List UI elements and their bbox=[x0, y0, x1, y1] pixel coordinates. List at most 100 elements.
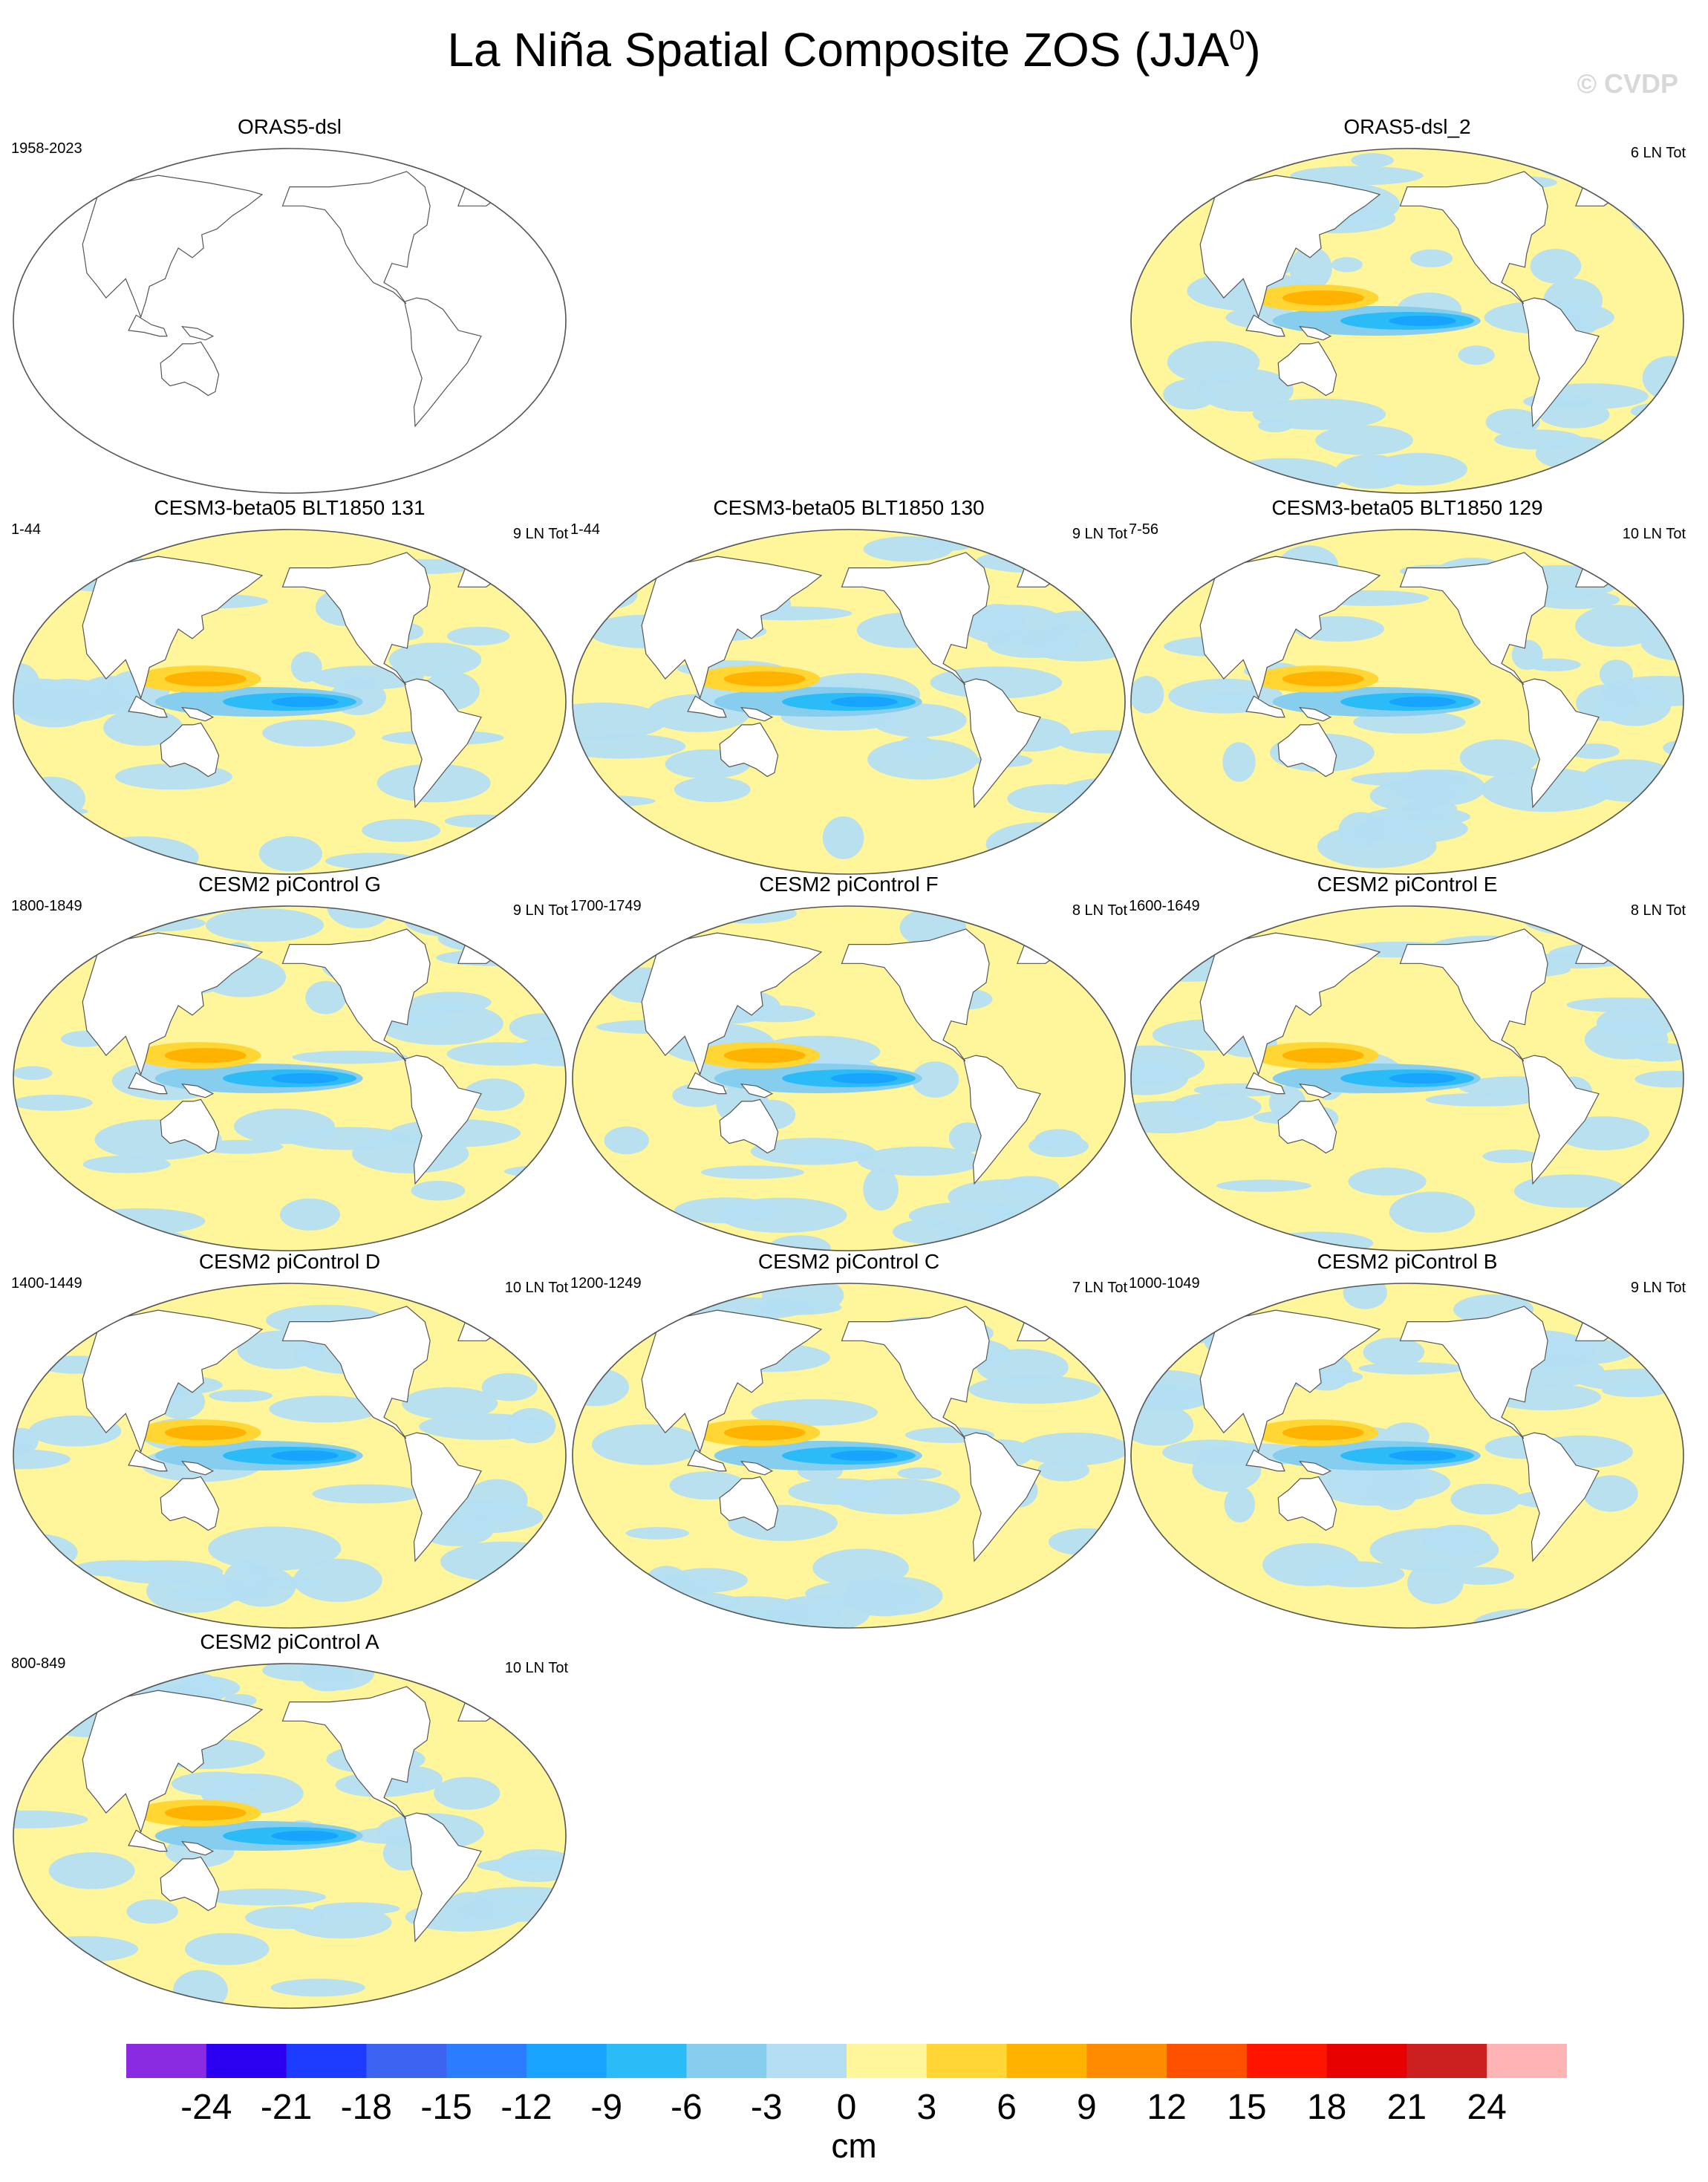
enso-anomaly-band bbox=[723, 1425, 806, 1441]
robinson-map bbox=[13, 1663, 567, 2009]
negative-anomaly-patch bbox=[1582, 1475, 1638, 1512]
negative-anomaly-patch bbox=[1034, 1129, 1082, 1151]
map-panel: CESM2 piControl B 1000-1049 9 LN Tot bbox=[1129, 1250, 1686, 1644]
negative-anomaly-patch bbox=[573, 1190, 607, 1214]
negative-anomaly-patch bbox=[1594, 936, 1683, 962]
robinson-map bbox=[572, 905, 1126, 1251]
continent-outline bbox=[180, 1083, 215, 1098]
negative-anomaly-patch bbox=[1458, 345, 1495, 365]
colorbar-tick-label: 0 bbox=[836, 2088, 857, 2127]
negative-anomaly-patch bbox=[970, 604, 1026, 638]
negative-anomaly-patch bbox=[463, 1078, 525, 1111]
negative-anomaly-patch bbox=[305, 980, 347, 1015]
continent-outline bbox=[160, 722, 220, 778]
continent-outline bbox=[1521, 1055, 1600, 1185]
panel-title: CESM2 piControl D bbox=[198, 1250, 381, 1273]
negative-anomaly-patch bbox=[1351, 153, 1394, 168]
negative-anomaly-patch bbox=[1425, 1092, 1536, 1107]
negative-anomaly-patch bbox=[1599, 660, 1633, 688]
continent-outline bbox=[1399, 928, 1548, 1062]
continent-outline bbox=[82, 1690, 264, 1834]
negative-anomaly-patch bbox=[52, 530, 104, 571]
negative-anomaly-patch bbox=[362, 818, 441, 842]
panel-title: CESM2 piControl B bbox=[1317, 1250, 1498, 1273]
map-border bbox=[572, 1283, 1126, 1629]
negative-anomaly-patch bbox=[279, 1198, 340, 1231]
map-border bbox=[13, 148, 567, 494]
continent-outline bbox=[403, 1812, 482, 1943]
negative-anomaly-patch bbox=[1131, 1404, 1194, 1446]
negative-anomaly-patch bbox=[1536, 149, 1609, 179]
continent-outline bbox=[962, 678, 1041, 809]
negative-anomaly-patch bbox=[1409, 249, 1453, 267]
negative-anomaly-patch bbox=[29, 1935, 139, 1962]
negative-anomaly-patch bbox=[573, 734, 686, 759]
negative-anomaly-patch bbox=[767, 1595, 870, 1628]
negative-anomaly-patch bbox=[13, 1433, 32, 1459]
panel-event-count: 6 LN Tot bbox=[1630, 145, 1686, 161]
continent-outline bbox=[128, 1449, 168, 1472]
negative-anomaly-patch bbox=[1258, 419, 1292, 432]
negative-anomaly-patch bbox=[700, 1165, 804, 1179]
negative-anomaly-patch bbox=[258, 836, 322, 872]
continent-outline bbox=[128, 314, 168, 337]
negative-anomaly-patch bbox=[750, 1138, 876, 1165]
negative-anomaly-patch bbox=[573, 552, 650, 579]
panel-title: CESM2 piControl E bbox=[1317, 873, 1498, 896]
continent-outline bbox=[1017, 1302, 1068, 1341]
negative-anomaly-patch bbox=[1597, 684, 1672, 726]
negative-anomaly-patch bbox=[292, 1050, 408, 1064]
negative-anomaly-patch bbox=[312, 1484, 422, 1504]
negative-anomaly-patch bbox=[1636, 1169, 1683, 1196]
negative-anomaly-patch bbox=[1596, 1006, 1678, 1039]
colorbar-segment bbox=[926, 2044, 1008, 2078]
continent-outline bbox=[1521, 1432, 1600, 1563]
continent-outline bbox=[82, 1309, 264, 1453]
negative-anomaly-patch bbox=[1422, 1525, 1492, 1557]
negative-anomaly-patch bbox=[13, 530, 69, 556]
negative-anomaly-patch bbox=[1131, 676, 1164, 714]
enso-anomaly-band bbox=[164, 1048, 247, 1064]
negative-anomaly-patch bbox=[1566, 1283, 1666, 1304]
negative-anomaly-patch bbox=[751, 1398, 878, 1426]
negative-anomaly-patch bbox=[203, 1889, 327, 1906]
enso-anomaly-band bbox=[271, 697, 339, 707]
continent-outline bbox=[457, 1302, 509, 1341]
negative-anomaly-patch bbox=[1192, 1448, 1262, 1492]
negative-anomaly-patch bbox=[1055, 1296, 1125, 1315]
negative-anomaly-patch bbox=[863, 536, 953, 562]
continent-outline bbox=[1199, 1309, 1381, 1453]
continent-outline bbox=[281, 171, 431, 304]
negative-anomaly-patch bbox=[1634, 1070, 1683, 1088]
negative-anomaly-patch bbox=[388, 642, 482, 677]
negative-anomaly-patch bbox=[1000, 1176, 1060, 1199]
negative-anomaly-patch bbox=[822, 816, 864, 859]
panel-title: CESM3-beta05 BLT1850 130 bbox=[713, 496, 985, 519]
negative-anomaly-patch bbox=[1400, 769, 1485, 806]
negative-anomaly-patch bbox=[897, 1467, 942, 1479]
map-panel: CESM3-beta05 BLT1850 131 1-44 9 LN Tot bbox=[11, 496, 568, 890]
panel-years: 1600-1649 bbox=[1129, 898, 1200, 914]
colorbar-segment bbox=[1326, 2044, 1407, 2078]
negative-anomaly-patch bbox=[403, 906, 488, 937]
negative-anomaly-patch bbox=[256, 1577, 323, 1589]
negative-anomaly-patch bbox=[1586, 845, 1649, 861]
negative-anomaly-patch bbox=[588, 1575, 658, 1598]
continent-outline bbox=[1199, 556, 1381, 700]
negative-anomaly-patch bbox=[1573, 847, 1683, 871]
negative-anomaly-patch bbox=[289, 1906, 392, 1939]
negative-anomaly-patch bbox=[269, 1395, 381, 1423]
negative-anomaly-patch bbox=[1407, 1562, 1464, 1604]
negative-anomaly-patch bbox=[1131, 149, 1210, 164]
map-border bbox=[572, 905, 1126, 1251]
enso-anomaly-band bbox=[723, 671, 806, 687]
negative-anomaly-patch bbox=[1355, 814, 1468, 844]
negative-anomaly-patch bbox=[987, 630, 1078, 658]
negative-anomaly-patch bbox=[1449, 1567, 1514, 1585]
panel-event-count: 9 LN Tot bbox=[512, 526, 568, 542]
colorbar-tick-label: 18 bbox=[1306, 2088, 1347, 2127]
map-border bbox=[572, 529, 1126, 875]
negative-anomaly-patch bbox=[591, 1424, 703, 1465]
colorbar-tick-label: 21 bbox=[1386, 2088, 1427, 2127]
negative-anomaly-patch bbox=[50, 1664, 156, 1673]
